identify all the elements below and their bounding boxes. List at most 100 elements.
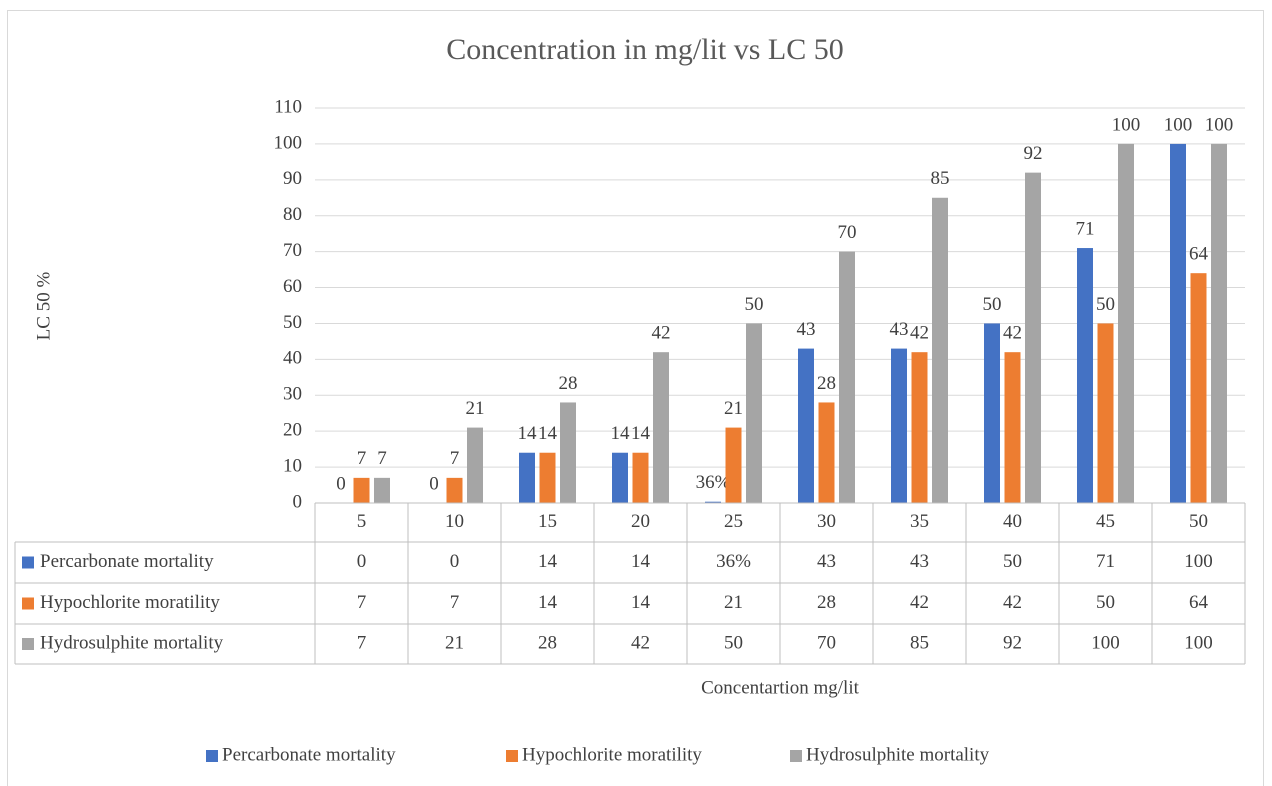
bar [1025,172,1041,504]
bar [746,323,762,503]
table-cell: 85 [910,632,929,653]
x-tick-label: 35 [910,511,929,532]
bar [1190,273,1207,503]
y-tick-label: 60 [283,276,302,297]
data-label: 14 [611,423,631,444]
data-label: 50 [983,294,1002,315]
bar [446,477,463,503]
data-label: 100 [1112,114,1141,135]
data-label: 7 [357,448,367,469]
table-cell: 50 [1096,592,1115,613]
bar [632,452,649,503]
data-label: 7 [450,448,460,469]
bar [1170,143,1186,503]
data-label: 14 [631,423,651,444]
table-cell: 7 [357,632,367,653]
bar [798,348,814,503]
table-cell: 43 [817,551,836,572]
chart-title: Concentration in mg/lit vs LC 50 [446,33,843,66]
table-cell: 42 [631,632,650,653]
table-cell: 42 [910,592,929,613]
table-cell: 14 [631,592,651,613]
data-label: 21 [724,398,743,419]
x-tick-label: 40 [1003,511,1022,532]
x-tick-label: 25 [724,511,743,532]
table-cell: 14 [538,592,558,613]
data-label: 0 [429,473,439,494]
table-cell: 43 [910,551,929,572]
data-label: 21 [466,398,485,419]
bar [705,501,721,503]
bar [467,427,483,503]
table-cell: 28 [538,632,557,653]
legend-label: Percarbonate mortality [222,744,396,765]
data-label: 14 [518,423,538,444]
y-tick-label: 0 [293,491,303,512]
bar [932,197,948,504]
table-cell: 71 [1096,551,1115,572]
data-label: 36% [696,472,731,493]
chart-frame [7,10,1264,786]
bar [725,427,742,503]
x-tick-label: 15 [538,511,557,532]
data-label: 50 [1096,294,1115,315]
y-tick-label: 90 [283,168,302,189]
table-cell: 50 [724,632,743,653]
y-tick-label: 110 [274,96,302,117]
bar [1211,143,1227,503]
data-label: 50 [745,294,764,315]
bar [560,402,576,503]
legend-label: Hydrosulphite mortality [806,744,990,765]
bar [984,323,1000,503]
data-label: 71 [1076,218,1095,239]
table-series-name: Hydrosulphite mortality [40,632,224,653]
y-tick-label: 70 [283,240,302,261]
table-cell: 0 [450,551,460,572]
table-cell: 28 [817,592,836,613]
x-tick-label: 5 [357,511,367,532]
data-label: 64 [1189,244,1209,265]
bar [1097,323,1114,503]
data-label: 42 [1003,323,1022,344]
table-cell: 14 [538,551,558,572]
y-tick-label: 30 [283,384,302,405]
bar [891,348,907,503]
data-label: 14 [538,423,558,444]
bar [353,477,370,503]
table-legend-swatch [22,556,34,569]
bar [519,452,535,503]
y-tick-label: 10 [283,455,302,476]
legend-swatch [506,750,518,762]
y-axis-label: LC 50 % [33,272,54,341]
legend-label: Hypochlorite moratility [522,744,702,765]
x-axis-label: Concentartion mg/lit [701,677,860,698]
x-tick-label: 45 [1096,511,1115,532]
table-series-name: Hypochlorite moratility [40,592,220,613]
bar [539,452,556,503]
data-label: 7 [377,448,387,469]
x-tick-label: 50 [1189,511,1208,532]
x-tick-label: 30 [817,511,836,532]
table-cell: 7 [357,592,367,613]
bar [911,352,928,503]
bar [1118,143,1134,503]
table-cell: 21 [724,592,743,613]
table-legend-swatch [22,638,34,650]
legend-swatch [206,750,218,762]
table-cell: 100 [1184,551,1213,572]
table-cell: 21 [445,632,464,653]
bar [818,402,835,503]
data-label: 42 [910,323,929,344]
y-tick-label: 80 [283,204,302,225]
table-cell: 42 [1003,592,1022,613]
table-cell: 64 [1189,592,1209,613]
x-tick-label: 10 [445,511,464,532]
y-tick-label: 100 [274,132,303,153]
table-cell: 36% [716,551,751,572]
x-tick-label: 20 [631,511,650,532]
legend-swatch [790,750,802,762]
bar [612,452,628,503]
data-label: 100 [1164,114,1193,135]
table-cell: 70 [817,632,836,653]
bar [1077,248,1093,503]
